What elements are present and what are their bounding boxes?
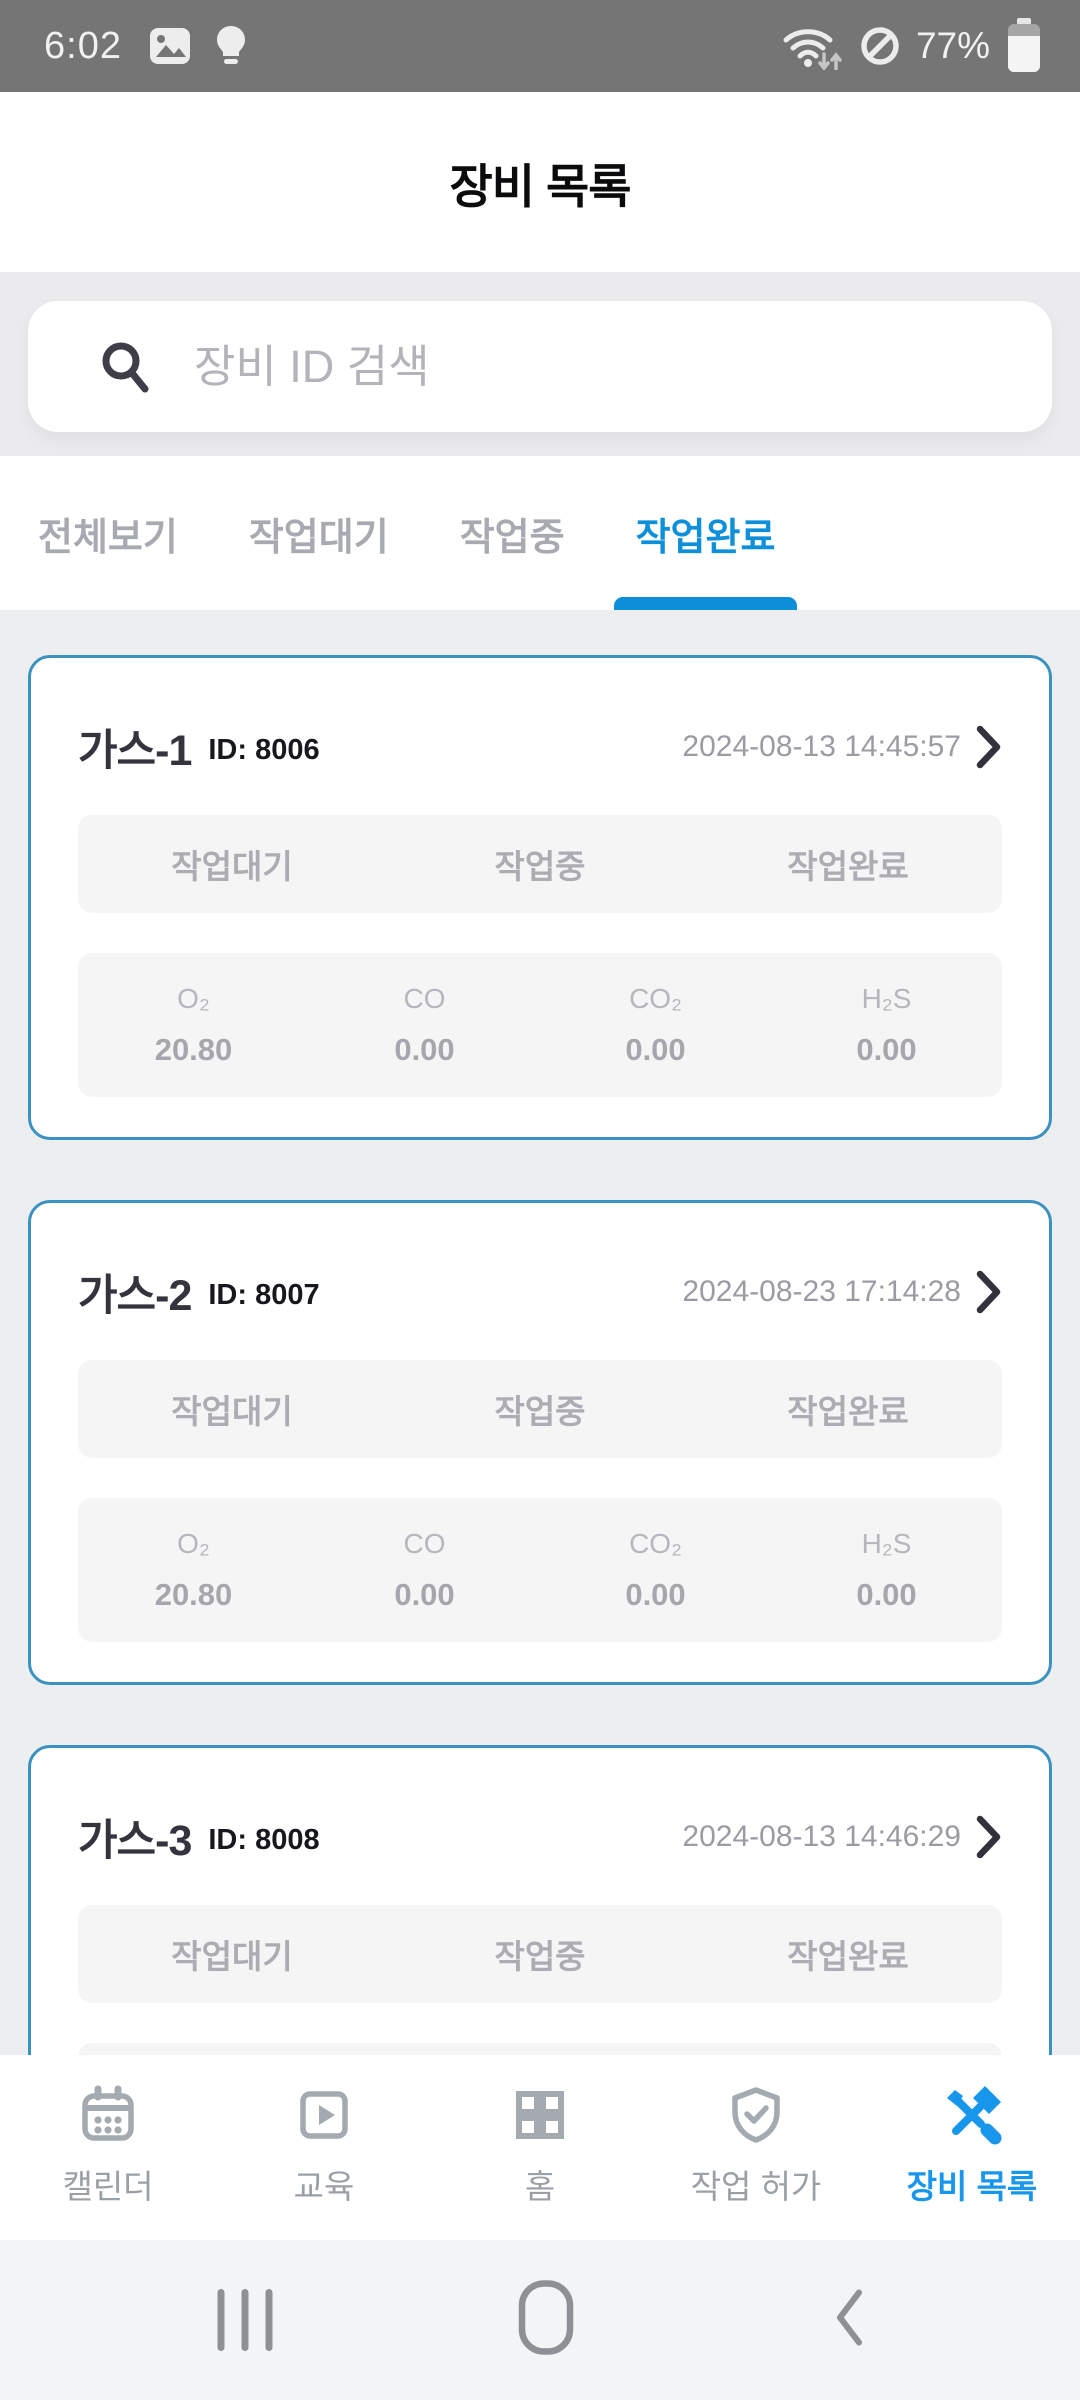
tab-waiting[interactable]: 작업대기 [248, 516, 389, 559]
nav-item-work-permit[interactable]: 작업 허가 [648, 2055, 864, 2240]
gas-label: CO [403, 1527, 446, 1559]
recents-button[interactable] [217, 2289, 273, 2351]
status-time: 6:02 [44, 24, 122, 67]
gas-label: H₂S [861, 1527, 912, 1559]
video-education-icon [300, 2091, 348, 2139]
nav-item-equipment-list[interactable]: 장비 목록 [864, 2055, 1080, 2240]
nav-label: 교육 [293, 2168, 355, 2205]
tab-completed[interactable]: 작업완료 [613, 456, 798, 610]
equipment-timestamp: 2024-08-13 14:46:29 [682, 1820, 961, 1853]
status-step-label: 작업중 [494, 1393, 586, 1430]
status-step-label: 작업완료 [787, 848, 909, 885]
tools-icon [947, 2086, 1002, 2145]
gas-label: O₂ [177, 982, 210, 1014]
nav-item-calendar[interactable]: 캘린더 [0, 2055, 216, 2240]
gas-value: 0.00 [625, 1031, 686, 1067]
gas-label: H₂S [861, 982, 912, 1014]
do-not-disturb-icon [861, 27, 899, 65]
gas-value: 0.00 [625, 1576, 686, 1612]
gas-value: 0.00 [856, 1576, 917, 1612]
nav-label: 작업 허가 [690, 2168, 822, 2205]
gas-readings: O₂ 20.80 CO 0.00 CO₂ 0.00 H₂S 0.00 [78, 1498, 1002, 1642]
home-grid-icon [516, 2091, 564, 2139]
status-step-label: 작업완료 [787, 1938, 909, 1975]
status-steps: 작업대기 작업중 작업완료 [78, 1360, 1002, 1458]
equipment-card-header[interactable]: 가스-1 ID: 8006 2024-08-13 14:45:57 [78, 708, 1002, 786]
chevron-right-icon [976, 725, 1001, 769]
equipment-card: 가스-2 ID: 8007 2024-08-23 17:14:28 작업대기 작… [28, 1200, 1052, 1685]
search-icon [102, 342, 149, 392]
search-input[interactable] [194, 340, 1012, 393]
equipment-name: 가스-1 [78, 727, 192, 775]
status-step-label: 작업대기 [171, 1393, 293, 1430]
equipment-id: ID: 8007 [208, 1278, 320, 1311]
nav-label: 장비 목록 [906, 2168, 1038, 2205]
equipment-card-header[interactable]: 가스-2 ID: 8007 2024-08-23 17:14:28 [78, 1253, 1002, 1331]
system-nav-bar [0, 2240, 1080, 2400]
status-step-label: 작업중 [494, 848, 586, 885]
battery-icon [1008, 18, 1040, 72]
nav-item-education[interactable]: 교육 [216, 2055, 432, 2240]
tab-working[interactable]: 작업중 [459, 516, 565, 559]
status-step-label: 작업완료 [787, 1393, 909, 1430]
equipment-card-header[interactable]: 가스-3 ID: 8008 2024-08-13 14:46:29 [78, 1798, 1002, 1876]
nav-item-home[interactable]: 홈 [432, 2055, 648, 2240]
status-bar: 6:02 [0, 0, 1080, 92]
home-button[interactable] [518, 2280, 574, 2361]
tab-bar: 전체보기 작업대기 작업중 작업완료 [0, 456, 1080, 610]
calendar-icon [82, 2085, 134, 2141]
gas-label: O₂ [177, 1527, 210, 1559]
search-box[interactable] [28, 301, 1052, 432]
gas-value: 20.80 [154, 1031, 233, 1067]
equipment-timestamp: 2024-08-23 17:14:28 [682, 1275, 961, 1308]
wifi-icon [783, 29, 842, 70]
back-chevron-icon [837, 2289, 862, 2346]
back-button[interactable] [834, 2288, 864, 2353]
gas-label: CO [403, 982, 446, 1014]
battery-percent: 77% [915, 25, 990, 66]
equipment-name: 가스-2 [78, 1272, 192, 1320]
gas-label: CO₂ [629, 1527, 682, 1559]
status-steps: 작업대기 작업중 작업완료 [78, 815, 1002, 913]
chevron-right-icon [976, 1815, 1001, 1859]
equipment-timestamp: 2024-08-13 14:45:57 [682, 730, 961, 763]
equipment-id: ID: 8008 [208, 1823, 320, 1856]
equipment-card: 가스-1 ID: 8006 2024-08-13 14:45:57 작업대기 작… [28, 655, 1052, 1140]
status-step-label: 작업중 [494, 1938, 586, 1975]
nav-label: 캘린더 [62, 2168, 154, 2205]
tab-all[interactable]: 전체보기 [38, 516, 178, 559]
gas-value: 0.00 [394, 1576, 455, 1612]
search-section [0, 272, 1080, 456]
equipment-list: 가스-1 ID: 8006 2024-08-13 14:45:57 작업대기 작… [0, 610, 1080, 2055]
app-header: 장비 목록 [0, 92, 1080, 272]
status-steps: 작업대기 작업중 작업완료 [78, 1905, 1002, 2003]
nav-label: 홈 [524, 2168, 556, 2205]
shield-check-icon [732, 2087, 780, 2143]
gas-readings [78, 2043, 1002, 2055]
gas-value: 20.80 [154, 1576, 233, 1612]
gas-value: 0.00 [394, 1031, 455, 1067]
gas-label: CO₂ [629, 982, 682, 1014]
home-squircle-icon [518, 2280, 574, 2355]
status-step-label: 작업대기 [171, 1938, 293, 1975]
equipment-name: 가스-3 [78, 1817, 192, 1865]
bottom-nav: 캘린더 교육 홈 작업 허가 [0, 2055, 1080, 2240]
status-step-label: 작업대기 [171, 848, 293, 885]
gas-value: 0.00 [856, 1031, 917, 1067]
equipment-card: 가스-3 ID: 8008 2024-08-13 14:46:29 작업대기 작… [28, 1745, 1052, 2055]
equipment-id: ID: 8006 [208, 733, 320, 766]
photo-icon [149, 28, 190, 64]
page-title: 장비 목록 [449, 159, 631, 213]
chevron-right-icon [976, 1270, 1001, 1314]
gas-readings: O₂ 20.80 CO 0.00 CO₂ 0.00 H₂S 0.00 [78, 953, 1002, 1097]
lightbulb-icon [216, 26, 245, 64]
